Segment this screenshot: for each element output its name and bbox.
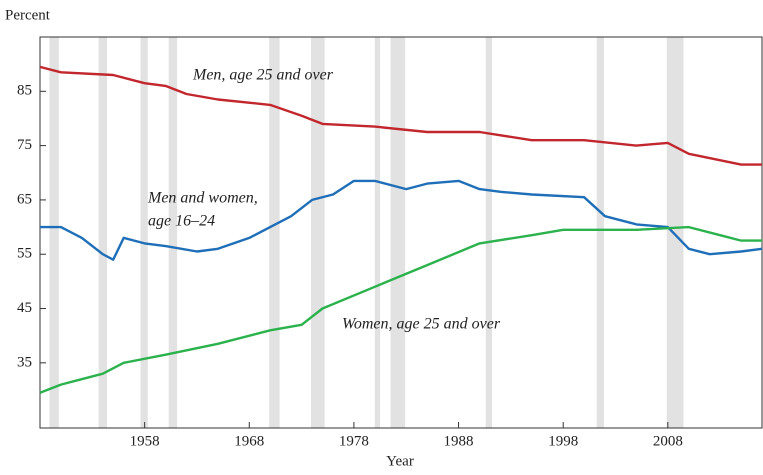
y-tick-label: 75 — [17, 137, 32, 153]
series-label: Men, age 25 and over — [192, 67, 334, 84]
series-label: Women, age 25 and over — [342, 316, 501, 333]
y-tick-label: 35 — [17, 354, 32, 370]
series-label: age 16–24 — [148, 213, 215, 230]
recession-band — [666, 37, 684, 428]
recession-band — [98, 37, 107, 428]
series-line — [39, 225, 762, 394]
y-axis-label: Percent — [5, 7, 51, 23]
y-tick-label: 55 — [17, 246, 32, 262]
recession-band — [168, 37, 178, 428]
recession-band — [374, 37, 381, 428]
x-tick-label: 1968 — [234, 433, 264, 449]
x-tick-label: 2008 — [653, 433, 683, 449]
series-label: Men and women, — [147, 190, 258, 207]
recession-band — [596, 37, 604, 428]
x-axis-label: Year — [386, 453, 414, 469]
series-line — [39, 65, 762, 166]
plot-frame — [39, 36, 763, 429]
recession-band — [49, 37, 59, 428]
y-tick-label: 45 — [17, 300, 32, 316]
x-tick-label: 1998 — [548, 433, 578, 449]
recession-band — [485, 37, 493, 428]
series-line — [40, 179, 763, 261]
y-tick-label: 65 — [17, 191, 32, 207]
recession-band — [311, 37, 325, 428]
recession-band — [390, 37, 406, 428]
recession-band — [140, 37, 148, 428]
recession-band — [269, 37, 280, 428]
y-tick-label: 85 — [17, 83, 32, 99]
x-tick-label: 1978 — [339, 433, 369, 449]
x-tick-label: 1988 — [444, 433, 474, 449]
x-tick-label: 1958 — [130, 433, 160, 449]
